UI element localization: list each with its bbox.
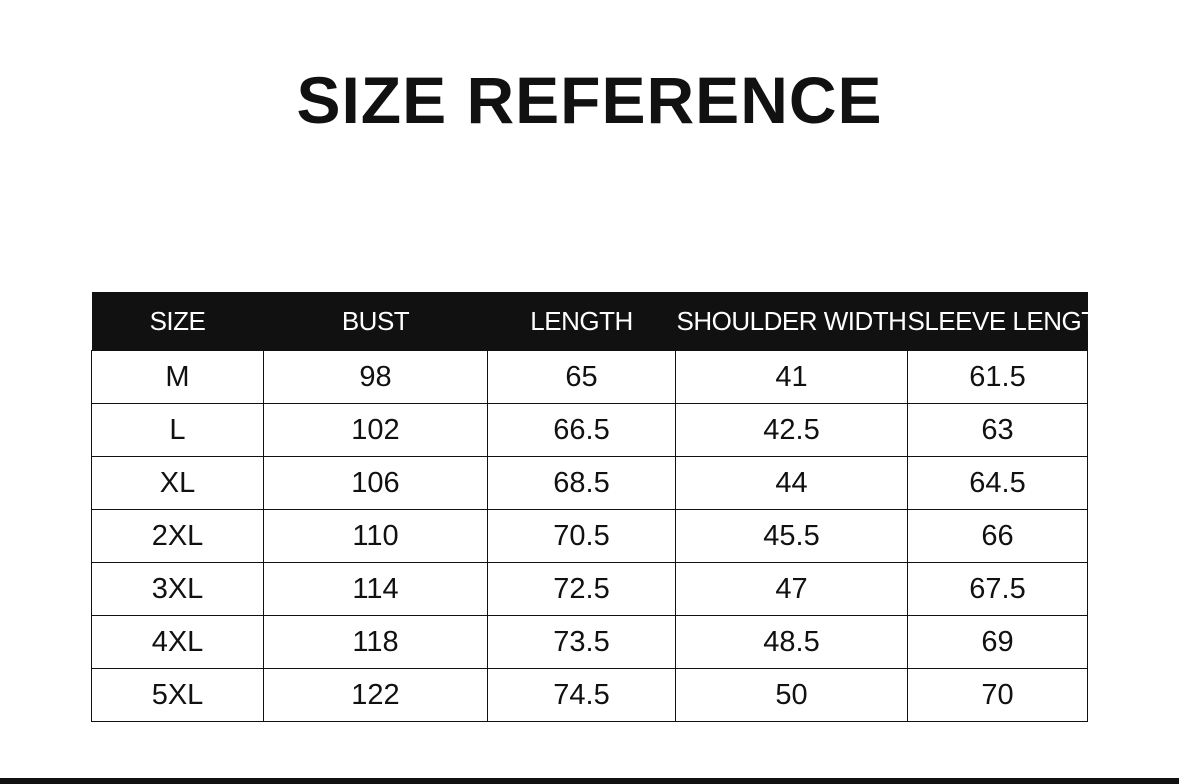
table-row: M 98 65 41 61.5 xyxy=(91,350,1088,404)
table-cell: 73.5 xyxy=(487,615,676,669)
table-cell: 66 xyxy=(907,509,1088,563)
column-header: SIZE xyxy=(91,292,264,351)
table-cell: 63 xyxy=(907,403,1088,457)
table-cell: 47 xyxy=(675,562,908,616)
table-cell: 3XL xyxy=(91,562,264,616)
table-cell: 45.5 xyxy=(675,509,908,563)
table-cell: 72.5 xyxy=(487,562,676,616)
table-cell: 69 xyxy=(907,615,1088,669)
table-row: XL 106 68.5 44 64.5 xyxy=(91,456,1088,510)
table-cell: M xyxy=(91,350,264,404)
bottom-bar xyxy=(0,778,1179,784)
table-cell: 2XL xyxy=(91,509,264,563)
column-header: SHOULDER WIDTH xyxy=(675,292,908,351)
column-header: SLEEVE LENGTH xyxy=(907,292,1115,351)
table-cell: 61.5 xyxy=(907,350,1088,404)
table-cell: 68.5 xyxy=(487,456,676,510)
table-cell: 110 xyxy=(263,509,488,563)
table-cell: 98 xyxy=(263,350,488,404)
table-cell: 4XL xyxy=(91,615,264,669)
table-row: L 102 66.5 42.5 63 xyxy=(91,403,1088,457)
column-header: LENGTH xyxy=(487,292,676,351)
table-cell: 118 xyxy=(263,615,488,669)
table-cell: 106 xyxy=(263,456,488,510)
title: SIZE REFERENCE xyxy=(296,63,883,137)
table-cell: L xyxy=(91,403,264,457)
table-cell: 5XL xyxy=(91,668,264,722)
table-cell: 114 xyxy=(263,562,488,616)
table-cell: 102 xyxy=(263,403,488,457)
table-cell: 74.5 xyxy=(487,668,676,722)
table-cell: 122 xyxy=(263,668,488,722)
table-cell: 70.5 xyxy=(487,509,676,563)
table-cell: 44 xyxy=(675,456,908,510)
table-cell: 70 xyxy=(907,668,1088,722)
table-cell: 48.5 xyxy=(675,615,908,669)
column-header: BUST xyxy=(263,292,488,351)
table-row: 3XL 114 72.5 47 67.5 xyxy=(91,562,1088,616)
table-row: 4XL 118 73.5 48.5 69 xyxy=(91,615,1088,669)
table-body: M 98 65 41 61.5 L 102 66.5 42.5 63 XL 106 68.5 44 64.5… xyxy=(91,350,1088,722)
table-row: 5XL 122 74.5 50 70 xyxy=(91,668,1088,722)
table-cell: 67.5 xyxy=(907,562,1088,616)
table-cell: 64.5 xyxy=(907,456,1088,510)
header-row: SIZE BUST LENGTH SHOULDER WIDTH SLEEVE LENGT… xyxy=(91,292,1115,351)
table-cell: 66.5 xyxy=(487,403,676,457)
table-cell: 42.5 xyxy=(675,403,908,457)
table-cell: 65 xyxy=(487,350,676,404)
table-cell: XL xyxy=(91,456,264,510)
size-table: SIZE BUST LENGTH SHOULDER WIDTH SLEEVE LENGT… xyxy=(91,292,1115,722)
table-cell: 41 xyxy=(675,350,908,404)
table-row: 2XL 110 70.5 45.5 66 xyxy=(91,509,1088,563)
table-cell: 50 xyxy=(675,668,908,722)
